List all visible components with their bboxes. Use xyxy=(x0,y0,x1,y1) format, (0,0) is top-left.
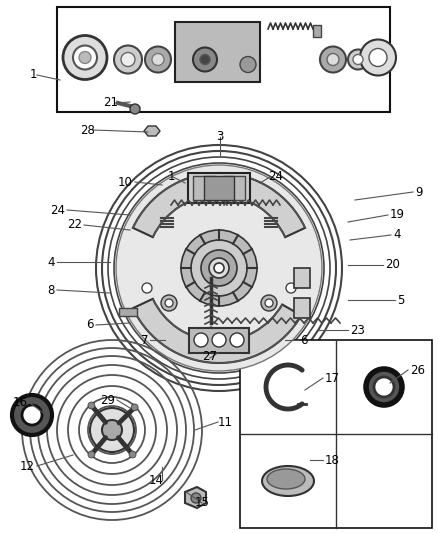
Circle shape xyxy=(191,493,201,503)
Ellipse shape xyxy=(262,466,314,496)
Text: 22: 22 xyxy=(67,219,82,231)
Text: 1: 1 xyxy=(29,69,37,82)
Circle shape xyxy=(102,420,122,440)
Text: 6: 6 xyxy=(86,319,94,332)
Bar xyxy=(294,298,310,318)
Circle shape xyxy=(130,104,140,114)
Text: 17: 17 xyxy=(325,372,340,384)
Circle shape xyxy=(369,49,387,67)
Circle shape xyxy=(181,230,257,306)
Text: 4: 4 xyxy=(393,229,400,241)
Text: 19: 19 xyxy=(390,208,405,222)
Text: 24: 24 xyxy=(268,171,283,183)
Circle shape xyxy=(209,258,229,278)
Bar xyxy=(175,22,260,82)
Circle shape xyxy=(353,54,363,64)
Text: 8: 8 xyxy=(48,284,55,296)
Circle shape xyxy=(142,283,152,293)
Text: 26: 26 xyxy=(410,364,425,376)
Circle shape xyxy=(90,408,134,452)
Circle shape xyxy=(22,405,42,425)
Circle shape xyxy=(230,333,244,347)
Circle shape xyxy=(114,45,142,74)
Text: 9: 9 xyxy=(415,185,423,198)
Circle shape xyxy=(165,299,173,307)
Circle shape xyxy=(360,39,396,76)
Circle shape xyxy=(12,395,52,435)
Circle shape xyxy=(240,56,256,72)
Bar xyxy=(204,176,234,200)
Text: 5: 5 xyxy=(397,294,404,306)
Bar xyxy=(193,176,215,200)
Circle shape xyxy=(129,451,136,458)
Circle shape xyxy=(152,53,164,66)
Text: 15: 15 xyxy=(194,497,209,510)
Circle shape xyxy=(366,369,402,405)
Circle shape xyxy=(327,53,339,66)
Circle shape xyxy=(191,240,247,296)
Circle shape xyxy=(121,52,135,67)
Bar xyxy=(189,328,249,353)
Text: 6: 6 xyxy=(300,334,307,346)
Text: 7: 7 xyxy=(141,334,148,346)
Text: 18: 18 xyxy=(325,454,340,466)
Text: 11: 11 xyxy=(218,416,233,429)
Circle shape xyxy=(88,402,95,409)
Ellipse shape xyxy=(267,469,305,489)
Circle shape xyxy=(265,299,273,307)
Text: 3: 3 xyxy=(216,131,224,143)
Text: 4: 4 xyxy=(47,255,55,269)
Circle shape xyxy=(374,377,394,397)
Circle shape xyxy=(116,165,322,371)
Circle shape xyxy=(348,50,368,69)
Text: 24: 24 xyxy=(50,204,65,216)
Bar xyxy=(57,7,390,112)
Bar xyxy=(188,173,250,203)
Circle shape xyxy=(212,333,226,347)
Bar xyxy=(119,308,137,316)
Circle shape xyxy=(201,250,237,286)
Bar xyxy=(223,176,245,200)
Text: 20: 20 xyxy=(385,259,400,271)
Bar xyxy=(313,25,321,37)
Text: 28: 28 xyxy=(80,124,95,136)
Circle shape xyxy=(320,46,346,72)
Circle shape xyxy=(194,333,208,347)
Circle shape xyxy=(88,451,95,458)
Bar xyxy=(240,340,432,528)
Circle shape xyxy=(200,54,210,64)
Circle shape xyxy=(161,295,177,311)
Circle shape xyxy=(145,46,171,72)
Polygon shape xyxy=(144,126,160,136)
Text: 16: 16 xyxy=(13,397,28,409)
Text: 27: 27 xyxy=(202,351,218,364)
Bar xyxy=(294,268,310,288)
Text: 29: 29 xyxy=(100,393,115,407)
Text: 10: 10 xyxy=(118,175,133,189)
Circle shape xyxy=(261,295,277,311)
Circle shape xyxy=(286,283,296,293)
Circle shape xyxy=(214,263,224,273)
Text: 12: 12 xyxy=(20,459,35,472)
Circle shape xyxy=(63,36,107,79)
Text: 21: 21 xyxy=(103,96,118,109)
Text: 14: 14 xyxy=(149,473,164,487)
Circle shape xyxy=(79,52,91,63)
Circle shape xyxy=(193,47,217,71)
Polygon shape xyxy=(185,487,206,508)
Circle shape xyxy=(131,404,138,411)
Wedge shape xyxy=(133,299,301,363)
Text: 1: 1 xyxy=(167,171,175,183)
Circle shape xyxy=(73,45,97,69)
Text: 23: 23 xyxy=(350,324,365,336)
Wedge shape xyxy=(133,173,305,237)
